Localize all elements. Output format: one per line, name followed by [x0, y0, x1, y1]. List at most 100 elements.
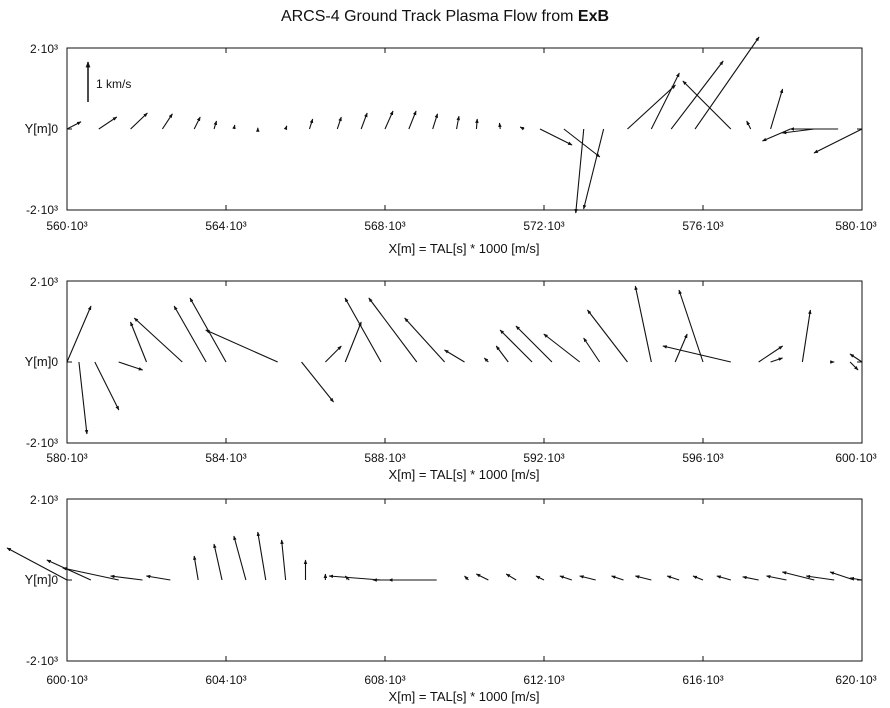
figure-title-text: ARCS-4 Ground Track Plasma Flow from [280, 8, 578, 25]
y-tick-label: -2·10³ [26, 203, 58, 217]
x-tick-label: 592·10³ [523, 451, 564, 465]
axis-ticks [66, 498, 863, 662]
flow-vector [805, 574, 835, 581]
x-tick-label: 616·10³ [682, 673, 723, 687]
flow-vector [535, 575, 545, 581]
flow-vector [781, 571, 815, 581]
x-tick-label: 608·10³ [364, 673, 405, 687]
flow-vector [118, 361, 144, 371]
flow-vector [256, 531, 267, 581]
x-tick-label: 580·10³ [835, 219, 876, 233]
flow-vector [766, 575, 787, 581]
flow-vector [829, 571, 855, 581]
x-tick-label: 564·10³ [205, 219, 246, 233]
y-tick-label: 2·10³ [30, 493, 58, 507]
y-tick-label: 0 [51, 573, 58, 587]
flow-vector [456, 115, 460, 130]
flow-vector [384, 110, 394, 130]
flow-vector [432, 113, 439, 130]
flow-vector [213, 120, 218, 130]
flow-vector [770, 357, 783, 363]
flow-vector [133, 317, 183, 363]
flow-vector [849, 576, 863, 581]
flow-vector [666, 575, 680, 581]
flow-vector [495, 345, 509, 363]
flow-vector [498, 122, 502, 130]
flow-vector [746, 120, 752, 130]
flow-vector [678, 289, 704, 363]
flow-vector [193, 116, 201, 130]
y-axis-label: Y[m] [25, 121, 52, 136]
flow-vector [505, 573, 517, 581]
flow-vector [66, 305, 92, 363]
flow-vector [408, 110, 417, 130]
flow-vector [98, 116, 118, 130]
y-tick-label: -2·10³ [26, 654, 58, 668]
y-tick-label: -2·10³ [26, 436, 58, 450]
flow-vector [692, 575, 704, 581]
y-axis-label: Y[m] [25, 354, 52, 369]
flow-vector [344, 297, 382, 363]
flow-vector [579, 575, 596, 581]
x-tick-label: 576·10³ [682, 219, 723, 233]
flow-vector [130, 112, 148, 130]
flow-vector [193, 555, 199, 581]
flow-vector [770, 88, 784, 130]
flow-vector [694, 36, 760, 130]
x-tick-label: 596·10³ [682, 451, 723, 465]
flow-vector [173, 305, 207, 363]
flow-vector [205, 329, 278, 363]
x-axis-label: X[m] = TAL[s] * 1000 [m/s] [389, 241, 540, 256]
flow-vector [110, 574, 143, 581]
flow-vector [539, 128, 573, 146]
flow-vector [813, 128, 863, 154]
x-tick-label: 560·10³ [46, 219, 87, 233]
vector-field [6, 531, 863, 582]
flow-vector [6, 547, 68, 581]
flow-vector [404, 317, 446, 363]
flow-vector [662, 345, 731, 363]
flow-vector [499, 329, 533, 363]
flow-vector [559, 575, 572, 581]
flow-vector [583, 337, 601, 363]
flow-vector [189, 297, 227, 363]
x-axis-label: X[m] = TAL[s] * 1000 [m/s] [389, 467, 540, 482]
x-axis-label: X[m] = TAL[s] * 1000 [m/s] [389, 689, 540, 704]
flow-vector [280, 539, 287, 581]
flow-vector [324, 345, 342, 363]
flow-vector [519, 126, 525, 131]
y-tick-label: 0 [51, 122, 58, 136]
flow-vector [758, 345, 784, 363]
flow-vector [232, 124, 236, 130]
x-tick-label: 572·10³ [523, 219, 564, 233]
flow-vector [849, 353, 863, 363]
x-tick-label: 600·10³ [835, 451, 876, 465]
flow-vector [574, 128, 585, 214]
x-tick-label: 600·10³ [46, 673, 87, 687]
plot-frame [66, 47, 863, 211]
flow-vector [762, 128, 791, 142]
flow-vector [543, 333, 581, 363]
flow-vector [301, 361, 334, 403]
y-tick-label: 2·10³ [30, 275, 58, 289]
y-tick-label: 2·10³ [30, 42, 58, 56]
flow-vector [801, 309, 812, 363]
figure-title: ARCS-4 Ground Track Plasma Flow from ExB [0, 8, 890, 26]
flow-vector [308, 118, 314, 130]
flow-vector [627, 84, 676, 130]
flow-vector [161, 113, 173, 130]
flow-vector [62, 567, 119, 581]
y-axis-label: Y[m] [25, 572, 52, 587]
flow-vector [344, 321, 362, 363]
scale-arrow-label: 1 km/s [96, 77, 131, 91]
flow-vector [464, 575, 469, 581]
flow-vector [611, 575, 624, 581]
y-tick-label: 0 [51, 355, 58, 369]
flow-vector [129, 321, 148, 363]
x-tick-label: 584·10³ [205, 451, 246, 465]
x-tick-label: 620·10³ [835, 673, 876, 687]
flow-vector [444, 349, 465, 363]
flow-vector [849, 361, 859, 371]
vector-field [66, 36, 863, 214]
flow-vector [475, 118, 479, 130]
